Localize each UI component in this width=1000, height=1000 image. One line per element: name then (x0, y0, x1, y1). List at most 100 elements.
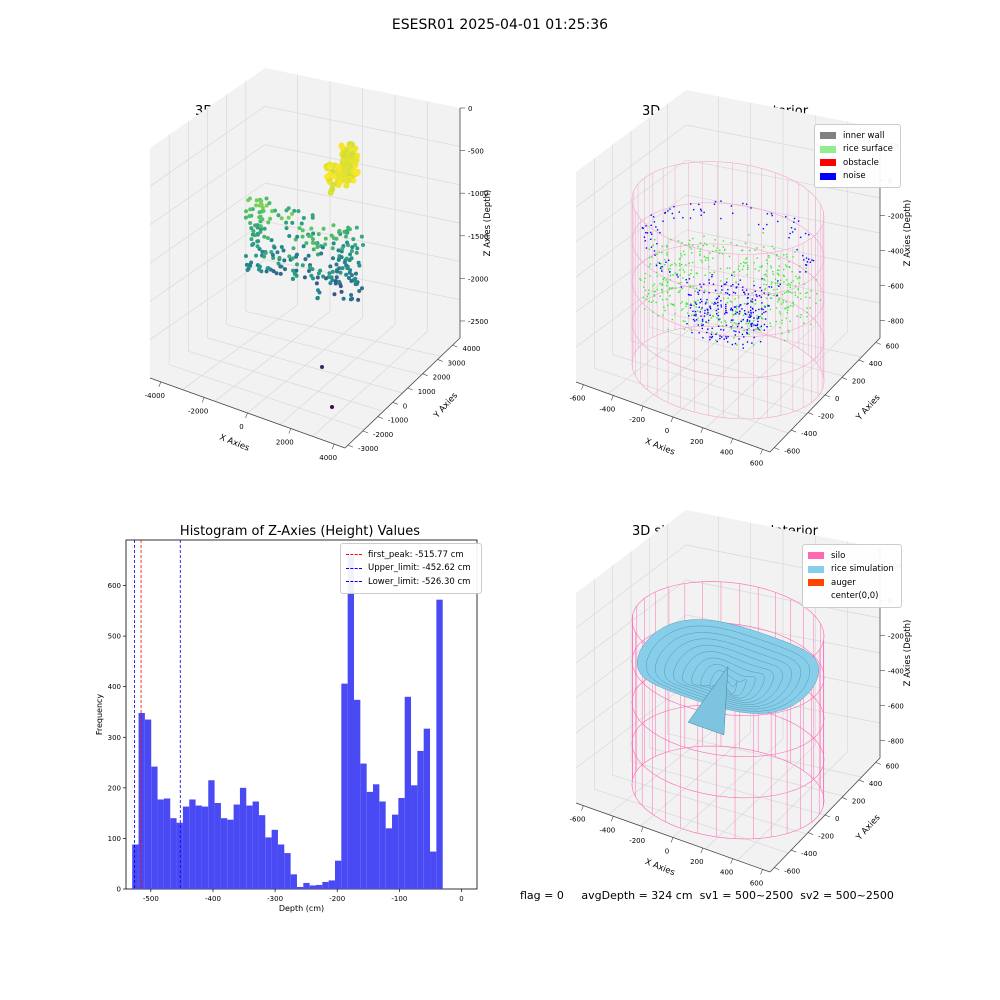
p1-x-tick (331, 443, 335, 450)
noise-point (738, 322, 740, 325)
raw-point (277, 255, 282, 260)
rice-surface-point (737, 323, 739, 326)
rice-surface-point (763, 246, 765, 248)
raw-point (249, 226, 254, 231)
rice-surface-point (669, 238, 672, 241)
p4-grid-line (575, 544, 687, 629)
rice-surface-point (809, 296, 811, 299)
legend-label: inner wall (843, 130, 885, 141)
rice-surface-point (792, 303, 795, 305)
noise-point (729, 309, 732, 311)
raw-point (341, 176, 348, 183)
rice-surface-point (756, 257, 758, 259)
noise-point (687, 293, 690, 296)
p2-y-tick (841, 377, 848, 380)
rice-surface-point (742, 265, 745, 268)
noise-point (743, 291, 745, 293)
raw-point (314, 281, 319, 286)
p2-x-tick-label: -200 (629, 416, 645, 424)
raw-point (254, 198, 259, 203)
rice-surface-point (730, 328, 733, 330)
noise-point (644, 240, 646, 242)
p2-silo-ring (631, 325, 825, 420)
rice-surface-point (777, 301, 779, 303)
noise-point (753, 329, 755, 331)
rice-surface-point (756, 315, 758, 317)
rice-surface-point (666, 245, 668, 248)
p4-silo-ring (631, 745, 825, 840)
rice-surface-point (774, 278, 777, 280)
noise-point (748, 320, 751, 322)
legend-item-center: center(0,0) (808, 590, 896, 604)
noise-point (673, 217, 675, 219)
rice-surface-point (671, 303, 674, 306)
histogram-bar (214, 803, 221, 889)
p4-x-tick (700, 848, 704, 854)
rice-surface-point (806, 307, 808, 309)
p1-y-tick (452, 344, 458, 348)
raw-point (291, 246, 296, 251)
p4-x-axis-label: X Axies (643, 857, 676, 878)
rice-surface-point (768, 256, 770, 259)
raw-point (309, 226, 314, 231)
histogram-bar (392, 814, 399, 889)
noise-point (750, 324, 753, 326)
rice-surface-point (745, 258, 747, 260)
rice-surface-point (784, 339, 786, 342)
noise-point (804, 232, 807, 235)
raw-point (301, 244, 306, 249)
noise-point (750, 311, 752, 314)
rice-surface-point (765, 270, 768, 272)
legend-item-noise: noise (820, 170, 895, 184)
rice-surface-point (697, 299, 699, 301)
raw-point (359, 234, 364, 239)
p2-y-tick-label: 200 (852, 377, 865, 385)
noise-point (715, 309, 717, 312)
rice-surface-point (761, 317, 763, 319)
rice-surface-point (727, 297, 729, 300)
raw-point (361, 243, 366, 248)
noise-point (693, 314, 695, 317)
p1-y-tick (362, 430, 369, 434)
p1-y-tick-label: 2000 (433, 374, 451, 382)
rice-surface-point (741, 319, 743, 322)
rice-surface-point (733, 322, 736, 324)
rice-surface-point (667, 328, 669, 331)
p4-y-tick (858, 779, 864, 783)
raw-point (315, 295, 320, 300)
noise-point (730, 319, 733, 321)
noise-point (750, 309, 752, 312)
raw-point (354, 250, 359, 255)
rice-surface-point (669, 287, 671, 289)
p2-x-axis-label: X Axies (643, 437, 676, 458)
p1-y-tick (437, 359, 443, 362)
noise-point (709, 307, 712, 310)
raw-point (250, 243, 255, 248)
p2-x-tick-label: 400 (720, 449, 733, 457)
noise-point (688, 294, 691, 296)
raw-point (334, 262, 339, 267)
rice-surface-point (770, 265, 772, 267)
rice-surface-point (672, 287, 674, 289)
raw-point (344, 256, 349, 261)
histogram-bar (353, 699, 361, 889)
histogram-y-tick-label: 100 (108, 835, 121, 843)
rice-surface-point (746, 257, 748, 259)
rice-surface-point (681, 255, 683, 257)
noise-point (665, 261, 667, 263)
p4-x-tick-label: 600 (750, 879, 763, 887)
noise-point (700, 286, 702, 288)
histogram-x-tick-label: 0 (459, 895, 463, 903)
rice-surface-point (670, 287, 673, 290)
noise-point (645, 231, 647, 234)
noise-point (727, 288, 729, 291)
p4-y-tick-label: 200 (852, 797, 865, 805)
rice-surface-point (794, 285, 797, 287)
rice-surface-point (805, 296, 807, 298)
rice-surface-point (776, 253, 778, 256)
noise-point (717, 314, 719, 317)
raw-point (343, 182, 350, 189)
noise-point (763, 311, 765, 314)
noise-point (664, 211, 667, 214)
raw-point (264, 269, 269, 274)
